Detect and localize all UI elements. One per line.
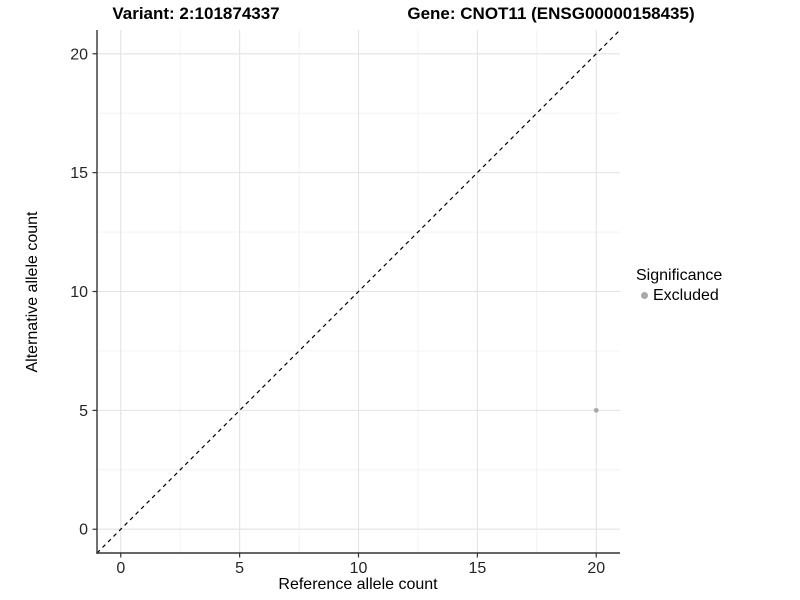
- gene-title: Gene: CNOT11 (ENSG00000158435): [407, 4, 695, 23]
- x-axis-title: Reference allele count: [278, 576, 438, 593]
- y-tick-label: 20: [70, 46, 88, 63]
- legend: Significance Excluded: [636, 266, 722, 305]
- x-tick-label: 15: [468, 560, 486, 577]
- x-tick-label: 10: [350, 560, 368, 577]
- x-tick-label: 0: [116, 560, 125, 577]
- y-tick-label: 0: [79, 522, 88, 539]
- x-tick-label: 5: [235, 560, 244, 577]
- y-tick-label: 10: [70, 284, 88, 301]
- x-tick-label: 20: [587, 560, 605, 577]
- data-point: [593, 407, 599, 413]
- legend-entry: Excluded: [641, 286, 722, 305]
- y-tick-label: 5: [79, 403, 88, 420]
- legend-entries: Excluded: [636, 286, 722, 305]
- identity-diagonal-line: [96, 29, 621, 554]
- y-axis-title: Alternative allele count: [24, 211, 41, 373]
- legend-entry-label: Excluded: [653, 287, 719, 304]
- y-tick-label: 15: [70, 165, 88, 182]
- legend-title: Significance: [636, 267, 723, 284]
- legend-point-icon: [641, 292, 648, 299]
- variant-title: Variant: 2:101874337: [112, 4, 280, 23]
